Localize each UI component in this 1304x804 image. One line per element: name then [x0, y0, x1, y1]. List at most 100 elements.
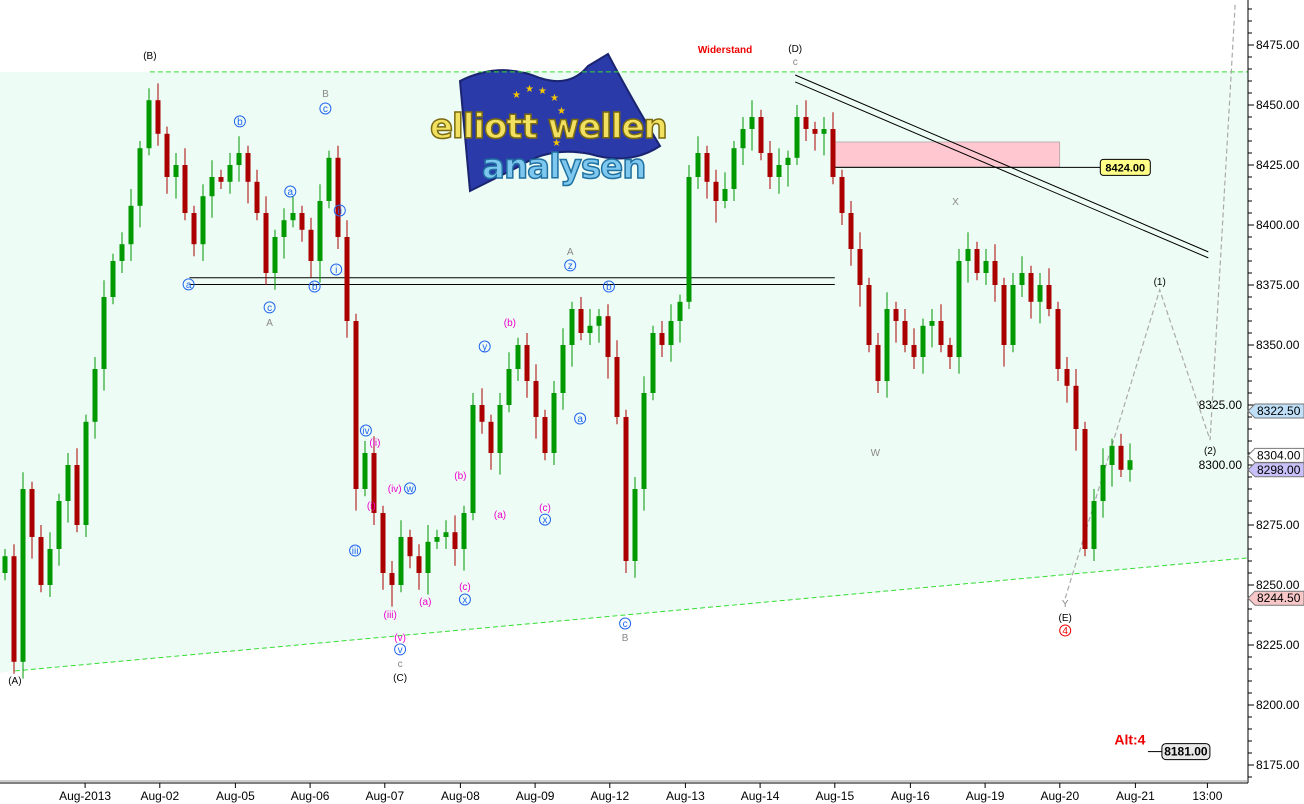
candle-body — [1019, 273, 1025, 285]
y-tick-label: 8350.00 — [1256, 338, 1300, 352]
candles — [2, 83, 1133, 679]
wave-label: Y — [1062, 599, 1069, 610]
candle-body — [758, 117, 764, 153]
x-tick-label: Aug-14 — [741, 789, 780, 803]
logo-flag — [458, 52, 662, 193]
candle-body — [632, 489, 638, 561]
wave-label-circle — [564, 259, 577, 272]
candle-body — [110, 261, 116, 297]
y-tick-label: 8300.00 — [1199, 458, 1243, 472]
candle-body — [344, 237, 350, 321]
chart-background — [0, 71, 1248, 673]
resistance-zone — [834, 141, 1061, 168]
candle-body — [776, 165, 782, 177]
candle-body — [560, 345, 566, 393]
wave-label: w — [405, 484, 414, 495]
svg-text:★: ★ — [525, 84, 534, 95]
wave-label-circle — [263, 301, 276, 314]
x-tick-label: Aug-21 — [1116, 789, 1155, 803]
svg-text:★: ★ — [557, 106, 566, 117]
y-tick-label: 8375.00 — [1256, 278, 1300, 292]
wave-label: b — [312, 282, 318, 293]
wave-label: c — [793, 57, 798, 68]
candle-body — [533, 381, 539, 417]
candle-body — [686, 177, 692, 302]
level-label-box — [1099, 158, 1151, 176]
wave-label: (i) — [367, 501, 376, 512]
candle-body — [848, 213, 854, 249]
candle-body — [65, 465, 71, 501]
candle-body — [191, 213, 197, 245]
candle-body — [128, 205, 134, 245]
candle-body — [866, 285, 872, 345]
channel-lower-line — [14, 557, 1248, 672]
wave-label: iii — [352, 546, 359, 557]
candle-body — [1055, 309, 1061, 369]
candle-body — [821, 129, 827, 134]
price-tag — [1247, 403, 1304, 419]
wave-label: (c) — [459, 582, 471, 593]
candle-body — [164, 133, 170, 177]
candle-body — [2, 556, 8, 573]
price-tag-label: 8304.00 — [1257, 448, 1301, 462]
candle-body — [1127, 460, 1133, 470]
svg-text:★: ★ — [550, 93, 559, 104]
candle-body — [713, 181, 719, 201]
candle-body — [605, 316, 611, 357]
candle-body — [398, 537, 404, 585]
candle-body — [1100, 465, 1106, 501]
candle-body — [1109, 445, 1115, 465]
candle-body — [668, 321, 674, 345]
price-tag — [1247, 447, 1304, 463]
candle-body — [731, 148, 737, 189]
candle-body — [803, 117, 809, 129]
wave-label-circle — [619, 617, 632, 630]
wave-label: (b) — [504, 318, 516, 329]
candle-body — [38, 537, 44, 585]
y-tick-label: 8275.00 — [1256, 518, 1300, 532]
candle-body — [254, 181, 260, 213]
wave-label-circle — [404, 482, 416, 495]
candle-body — [137, 148, 143, 206]
x-tick-label: Aug-19 — [966, 789, 1005, 803]
wave-label-circle — [330, 263, 343, 276]
x-tick-label: Aug-13 — [666, 789, 705, 803]
candle-body — [425, 541, 431, 573]
wave-label: z — [568, 261, 573, 272]
x-tick-label: Aug-02 — [140, 789, 179, 803]
candle-body — [11, 556, 17, 662]
wave-label: x — [462, 595, 467, 606]
candle-body — [767, 153, 773, 177]
y-tick-label: 8475.00 — [1256, 38, 1300, 52]
candle-body — [830, 129, 836, 177]
wave-label-circle — [458, 593, 471, 606]
logo-stars: ★★ ★ ★★★ — [512, 84, 566, 149]
candle-body — [839, 177, 845, 213]
svg-text:★: ★ — [552, 138, 561, 149]
candle-body — [524, 345, 530, 381]
wave-label-circle — [319, 102, 332, 115]
wave-label: v — [398, 645, 403, 656]
candle-body — [578, 309, 584, 333]
y-tick-label: 8400.00 — [1256, 218, 1300, 232]
logo-text-line1: elliott wellen — [430, 107, 667, 147]
x-tick-label: Aug-07 — [365, 789, 404, 803]
candle-body — [380, 513, 386, 573]
x-tick-label: Aug-08 — [441, 789, 480, 803]
price-tag-label: 8298.00 — [1257, 463, 1301, 477]
wave-label-circle — [574, 412, 587, 425]
candle-body — [722, 189, 728, 201]
candle-body — [506, 369, 512, 405]
candle-body — [92, 369, 98, 422]
candle-body — [272, 237, 278, 273]
wave-label-circle — [478, 340, 491, 353]
candle-body — [938, 321, 944, 345]
price-tag-label: 8244.50 — [1257, 591, 1301, 605]
candle-body — [56, 501, 62, 549]
wave-annotations: (A)(B)(D)cWiderstand(C)cv(v)(iii)(ii)ivi… — [8, 44, 1216, 761]
candle-body — [569, 309, 575, 345]
wave-label-circle — [539, 513, 551, 526]
x-tick-label: Aug-06 — [291, 789, 330, 803]
